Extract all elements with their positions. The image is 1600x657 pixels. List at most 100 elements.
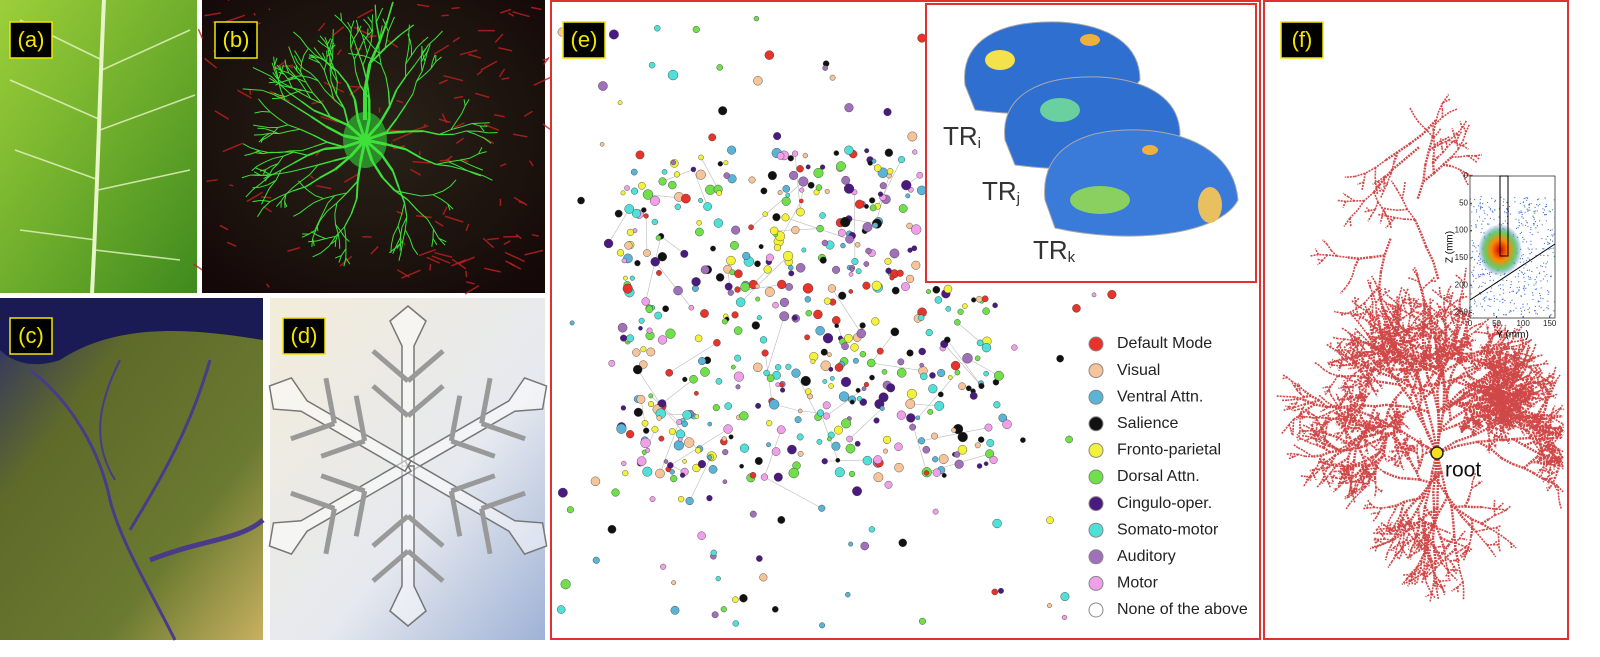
tree-edge: [1531, 429, 1535, 434]
tree-edge: [1338, 386, 1343, 390]
dendrite: [314, 225, 318, 232]
dendrite: [334, 224, 339, 234]
tree-edge: [1487, 336, 1493, 343]
tree-edge: [1502, 431, 1507, 437]
node: [805, 164, 811, 170]
dendrite: [405, 52, 409, 65]
node: [879, 182, 887, 190]
tree-edge: [1557, 485, 1564, 493]
node: [807, 181, 815, 189]
dendrite: [355, 181, 359, 199]
axon: [396, 269, 410, 278]
dendrite: [420, 157, 437, 166]
tree-edge: [1418, 281, 1422, 291]
dendrite: [331, 72, 338, 83]
tr-subscript: j: [1016, 190, 1020, 207]
node: [646, 327, 653, 334]
node: [815, 184, 823, 191]
snowflake-branch: [406, 514, 445, 548]
node: [678, 495, 685, 503]
tree-edge: [1526, 403, 1530, 407]
tree-edge: [1523, 403, 1528, 407]
node: [820, 348, 828, 356]
tree-edge: [1408, 398, 1420, 416]
node: [928, 384, 938, 394]
axon: [453, 122, 465, 129]
tree-edge: [1365, 427, 1369, 431]
node: [884, 480, 893, 489]
tree-edge: [1499, 432, 1502, 436]
axon: [426, 256, 440, 264]
tree-edge: [1435, 301, 1440, 308]
legend-label: Dorsal Attn.: [1117, 468, 1200, 485]
node: [1060, 592, 1070, 602]
tree-edge: [1441, 346, 1445, 351]
node: [890, 327, 900, 337]
dendrite: [356, 118, 367, 141]
node: [852, 357, 859, 364]
dendrite: [364, 138, 387, 146]
node: [911, 224, 922, 235]
tree-edge: [1495, 392, 1500, 396]
tree-edge: [1558, 498, 1561, 504]
tree-edge: [1507, 421, 1511, 426]
tree-edge: [1489, 383, 1494, 389]
node: [599, 142, 605, 147]
node: [655, 468, 665, 479]
node: [657, 252, 667, 262]
tree-edge: [1354, 416, 1357, 421]
tree-edge: [1361, 431, 1368, 438]
axon: [261, 196, 272, 199]
tree-edge: [1472, 378, 1475, 383]
node: [906, 388, 917, 399]
tree-edge: [1367, 423, 1371, 427]
dendrite: [285, 187, 294, 195]
dendrite: [319, 62, 325, 71]
tree-edge: [1345, 342, 1350, 346]
tree-edge: [1386, 294, 1392, 299]
axon: [451, 259, 467, 267]
tree-edge: [1543, 400, 1549, 411]
axon: [499, 8, 512, 14]
node: [840, 376, 852, 388]
dendrite: [316, 238, 326, 242]
node: [821, 239, 829, 247]
dendrite: [288, 128, 301, 132]
tree-edge: [1369, 280, 1372, 288]
dendrite: [448, 161, 459, 167]
tree-edge: [1514, 357, 1518, 363]
dendrite: [473, 173, 482, 177]
dendrite: [420, 55, 426, 63]
node: [773, 132, 782, 141]
node: [647, 401, 654, 408]
dendrite: [402, 229, 406, 242]
axon: [356, 8, 374, 19]
node: [821, 458, 828, 465]
dendrite: [385, 118, 398, 134]
dendrite: [313, 47, 319, 54]
node: [869, 197, 876, 204]
dendrite: [447, 203, 451, 211]
node: [829, 376, 835, 381]
node: [763, 265, 772, 274]
dendrite: [257, 208, 263, 218]
node: [881, 369, 888, 375]
tree-edge: [1542, 428, 1546, 431]
dendrite: [405, 65, 415, 78]
dendrite: [275, 81, 284, 87]
node: [641, 419, 649, 427]
dendrite: [263, 132, 270, 138]
axon: [444, 215, 464, 223]
node: [873, 164, 882, 172]
tree-edge: [1541, 377, 1545, 385]
dendrite: [281, 79, 289, 83]
tree-edge: [1552, 456, 1557, 460]
tree-edge: [1415, 348, 1419, 353]
tree-edge: [1349, 427, 1353, 430]
tree-edge: [1500, 400, 1509, 409]
axon: [498, 68, 506, 78]
tree-edge: [1523, 400, 1527, 403]
dendrite: [252, 199, 261, 203]
edge: [669, 342, 718, 374]
node: [569, 320, 575, 326]
